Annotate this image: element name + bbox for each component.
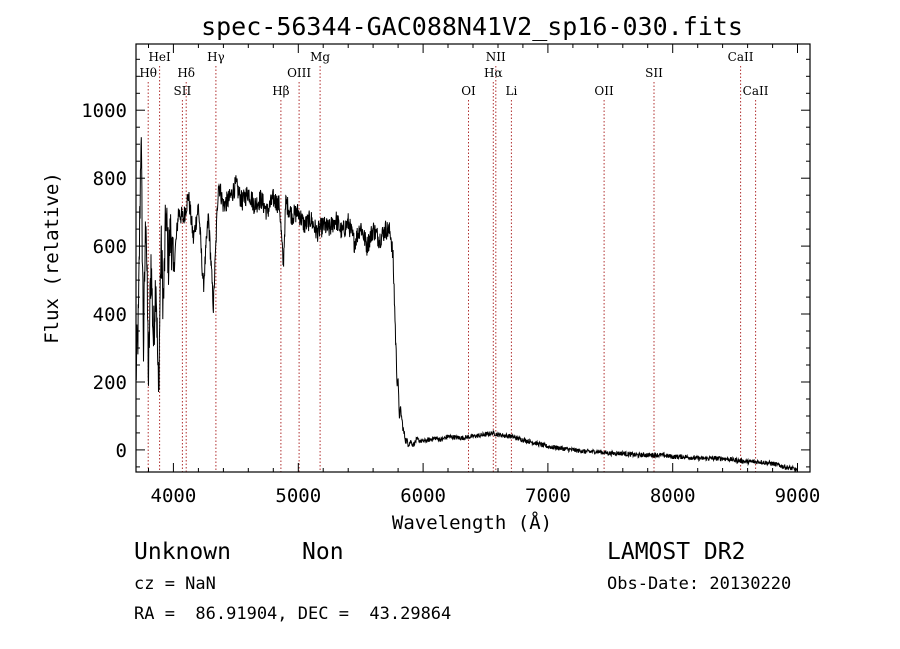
line-label: SII xyxy=(174,84,192,98)
y-tick-label: 600 xyxy=(93,236,127,258)
subclass-label: Non xyxy=(302,539,344,565)
obs-date-label: Obs-Date: 20130220 xyxy=(607,574,791,594)
x-tick-label: 9000 xyxy=(775,485,821,507)
line-label: Mg xyxy=(310,50,330,64)
spectrum-line xyxy=(135,137,798,472)
cz-label: cz = NaN xyxy=(134,574,216,594)
line-label: OI xyxy=(461,84,476,98)
line-label: SII xyxy=(645,66,663,80)
line-label: OII xyxy=(594,84,614,98)
chart-title: spec-56344-GAC088N41V2_sp16-030.fits xyxy=(201,12,743,41)
x-tick-label: 6000 xyxy=(400,485,446,507)
radec-label: RA = 86.91904, DEC = 43.29864 xyxy=(134,604,451,624)
y-axis-label: Flux (relative) xyxy=(41,172,63,344)
line-label: Hγ xyxy=(207,50,225,64)
x-axis-label: Wavelength (Å) xyxy=(392,511,552,534)
line-label: Li xyxy=(505,84,517,98)
line-label: Hθ xyxy=(139,66,157,80)
line-label: NII xyxy=(486,50,506,64)
line-label: CaII xyxy=(728,50,754,64)
line-label: Hδ xyxy=(177,66,195,80)
x-tick-label: 7000 xyxy=(525,485,571,507)
line-label: CaII xyxy=(743,84,769,98)
y-tick-label: 1000 xyxy=(81,100,127,122)
survey-label: LAMOST DR2 xyxy=(607,539,745,565)
plot-frame xyxy=(135,43,811,473)
x-tick-label: 8000 xyxy=(650,485,696,507)
x-tick-label: 4000 xyxy=(151,485,197,507)
y-tick-label: 200 xyxy=(93,372,127,394)
class-label: Unknown xyxy=(134,539,231,565)
line-label: Hβ xyxy=(272,84,289,98)
line-label: OIII xyxy=(287,66,311,80)
axis-ticks: 4000 5000 6000 7000 8000 9000 0 200 400 600 800 100… xyxy=(81,44,820,507)
line-label: Hα xyxy=(484,66,503,80)
y-tick-label: 400 xyxy=(93,304,127,326)
y-tick-label: 0 xyxy=(116,440,127,462)
y-tick-label: 800 xyxy=(93,168,127,190)
x-tick-label: 5000 xyxy=(275,485,321,507)
line-label: HeI xyxy=(148,50,171,64)
